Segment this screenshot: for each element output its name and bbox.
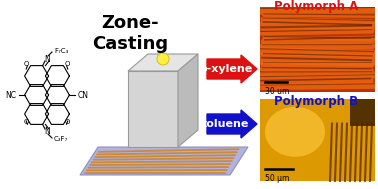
Text: Zone-
Casting: Zone- Casting — [92, 14, 168, 53]
Text: o-xylene: o-xylene — [199, 64, 253, 74]
Polygon shape — [138, 99, 170, 147]
Text: O: O — [65, 119, 70, 125]
Text: Polymorph A: Polymorph A — [274, 0, 358, 13]
Bar — [260, 7, 375, 92]
Text: F₇C₃: F₇C₃ — [54, 48, 68, 54]
Text: 50 μm: 50 μm — [265, 174, 290, 183]
Polygon shape — [178, 54, 198, 147]
Text: NC: NC — [6, 91, 17, 99]
FancyArrow shape — [207, 55, 257, 83]
Text: O: O — [65, 61, 70, 67]
Polygon shape — [128, 71, 178, 147]
Circle shape — [157, 53, 169, 65]
Text: C₃F₇: C₃F₇ — [54, 136, 68, 142]
Text: 30 um: 30 um — [265, 87, 290, 96]
Bar — [260, 99, 375, 181]
Text: CN: CN — [77, 91, 88, 99]
Text: O: O — [24, 61, 29, 67]
Text: toluene: toluene — [202, 119, 250, 129]
Text: Polymorph B: Polymorph B — [274, 95, 358, 108]
Polygon shape — [80, 147, 248, 175]
Text: N: N — [44, 126, 50, 136]
Polygon shape — [128, 54, 198, 71]
FancyArrow shape — [207, 110, 257, 138]
Ellipse shape — [265, 107, 325, 157]
Text: N: N — [44, 54, 50, 64]
Text: O: O — [24, 119, 29, 125]
Polygon shape — [350, 99, 375, 126]
